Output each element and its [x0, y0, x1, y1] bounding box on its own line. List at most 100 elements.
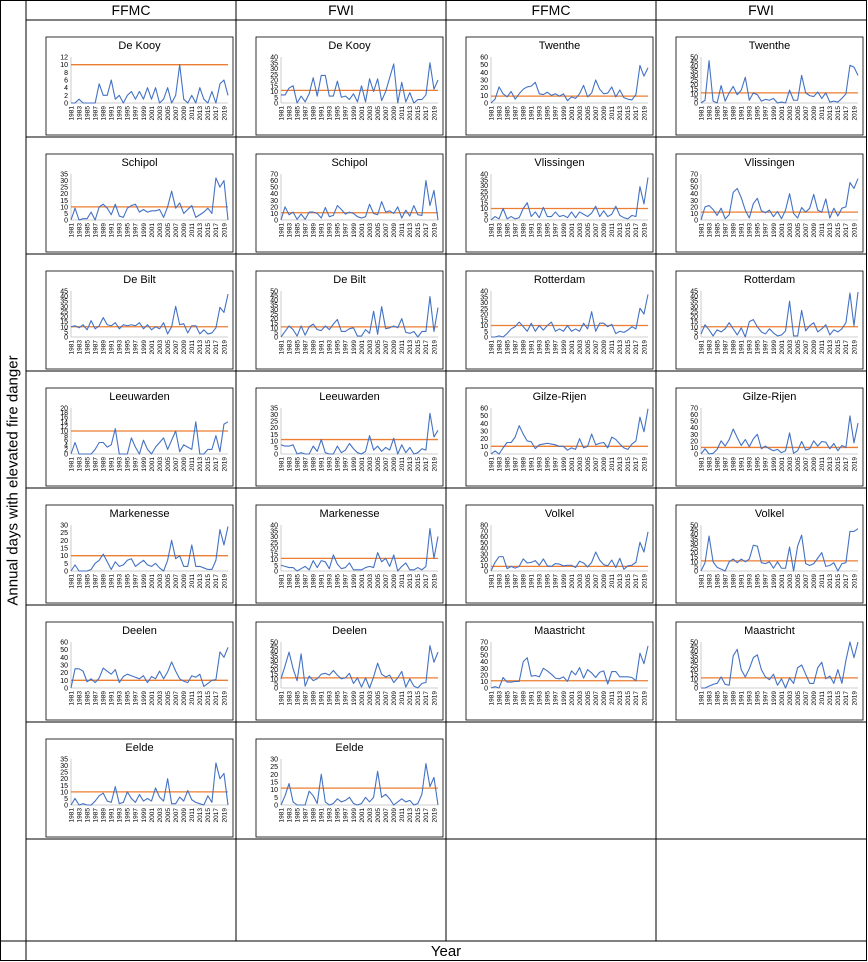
x-tick-label: 2009 — [391, 457, 398, 472]
x-tick-label: 2003 — [577, 340, 584, 355]
x-tick-label: 2007 — [173, 223, 180, 238]
x-tick-label: 2009 — [181, 223, 188, 238]
x-tick-label: 2017 — [843, 691, 850, 706]
x-tick-label: 1995 — [335, 223, 342, 238]
y-tick-label: 10 — [690, 559, 698, 566]
x-tick-label: 2017 — [843, 574, 850, 589]
panel-box — [465, 153, 654, 253]
panel-box — [465, 36, 654, 136]
x-tick-label: 1985 — [504, 574, 511, 589]
y-tick-label: 5 — [274, 795, 278, 802]
y-tick-label: 0 — [64, 686, 68, 693]
x-tick-label: 1995 — [125, 574, 132, 589]
y-tick-label: 30 — [270, 757, 278, 764]
panel-box — [465, 621, 654, 721]
x-tick-label: 1995 — [755, 106, 762, 121]
panel-box — [465, 387, 654, 487]
y-tick-label: 25 — [60, 185, 68, 192]
x-tick-label: 2003 — [577, 691, 584, 706]
y-tick-label: 0 — [64, 569, 68, 576]
x-tick-label: 2005 — [375, 223, 382, 238]
x-tick-label: 1997 — [763, 574, 770, 589]
x-tick-label: 2015 — [625, 457, 632, 472]
series-line — [490, 531, 649, 572]
x-tick-label: 1997 — [133, 106, 140, 121]
x-tick-label: 1993 — [537, 106, 544, 121]
x-tick-label: 1989 — [731, 106, 738, 121]
x-tick-label: 1983 — [286, 223, 293, 238]
x-tick-label: 2005 — [585, 223, 592, 238]
x-tick-label: 1995 — [335, 457, 342, 472]
series-line — [490, 177, 649, 221]
series-line — [71, 64, 229, 104]
x-tick-label: 2005 — [165, 340, 172, 355]
y-tick-label: 2 — [64, 93, 68, 100]
x-tick-label: 1999 — [561, 106, 568, 121]
y-tick-label: 0 — [274, 101, 278, 108]
x-tick-label: 1991 — [319, 691, 326, 706]
y-tick-label: 20 — [60, 191, 68, 198]
panel-title: Maastricht — [744, 625, 795, 637]
series-line — [70, 177, 229, 221]
x-tick-label: 1989 — [101, 457, 108, 472]
x-tick-label: 2015 — [835, 223, 842, 238]
x-tick-label: 2015 — [205, 223, 212, 238]
x-tick-label: 2001 — [779, 691, 786, 706]
x-tick-label: 1999 — [771, 340, 778, 355]
y-tick-label: 10 — [690, 324, 698, 331]
x-tick-label: 2017 — [633, 457, 640, 472]
x-tick-label: 2011 — [189, 574, 196, 588]
y-tick-label: 6 — [64, 438, 68, 445]
y-tick-label: 40 — [690, 191, 698, 198]
x-tick-label: 1983 — [286, 574, 293, 589]
x-tick-label: 1991 — [109, 223, 116, 238]
y-tick-label: 5 — [694, 681, 698, 688]
series-line — [490, 64, 649, 104]
x-tick-label: 2005 — [585, 457, 592, 472]
x-tick-label: 2007 — [803, 106, 810, 121]
x-tick-label: 2015 — [205, 340, 212, 355]
x-tick-label: 1987 — [302, 574, 309, 589]
x-tick-label: 2009 — [181, 574, 188, 589]
x-tick-label: 2015 — [835, 457, 842, 472]
column-header: FFMC — [532, 2, 571, 18]
x-tick-label: 1997 — [133, 223, 140, 238]
x-tick-label: 2015 — [835, 691, 842, 706]
x-tick-label: 2011 — [189, 340, 196, 354]
x-tick-label: 2011 — [189, 106, 196, 120]
y-tick-label: 10 — [60, 429, 68, 436]
x-tick-label: 1997 — [763, 457, 770, 472]
panel-title: De Kooy — [328, 40, 371, 52]
x-tick-label: 1999 — [771, 106, 778, 121]
y-tick-label: 60 — [480, 406, 488, 413]
y-tick-label: 4 — [64, 442, 68, 449]
x-tick-label: 2015 — [415, 691, 422, 706]
y-tick-label: 70 — [690, 406, 698, 413]
y-tick-label: 30 — [60, 763, 68, 770]
x-tick-label: 2007 — [383, 223, 390, 238]
y-tick-label: 25 — [480, 189, 488, 196]
x-tick-label: 2001 — [779, 106, 786, 121]
x-tick-label: 2015 — [205, 574, 212, 589]
x-tick-label: 2005 — [795, 106, 802, 121]
y-tick-label: 10 — [480, 323, 488, 330]
y-tick-label: 20 — [270, 204, 278, 211]
x-tick-label: 1991 — [739, 106, 746, 121]
x-tick-label: 2019 — [851, 223, 858, 238]
x-tick-label: 1997 — [553, 691, 560, 706]
y-tick-label: 10 — [60, 789, 68, 796]
x-tick-label: 1999 — [141, 691, 148, 706]
x-tick-label: 1991 — [109, 106, 116, 121]
x-tick-label: 1991 — [529, 574, 536, 589]
y-tick-label: 0 — [64, 803, 68, 810]
y-tick-label: 5 — [64, 329, 68, 336]
x-tick-label: 1999 — [351, 457, 358, 472]
x-tick-label: 1989 — [311, 223, 318, 238]
y-tick-label: 25 — [690, 546, 698, 553]
y-tick-label: 20 — [690, 82, 698, 89]
x-tick-label: 1987 — [92, 340, 99, 355]
x-tick-label: 1997 — [553, 223, 560, 238]
x-tick-label: 2005 — [585, 340, 592, 355]
x-tick-label: 1989 — [731, 457, 738, 472]
